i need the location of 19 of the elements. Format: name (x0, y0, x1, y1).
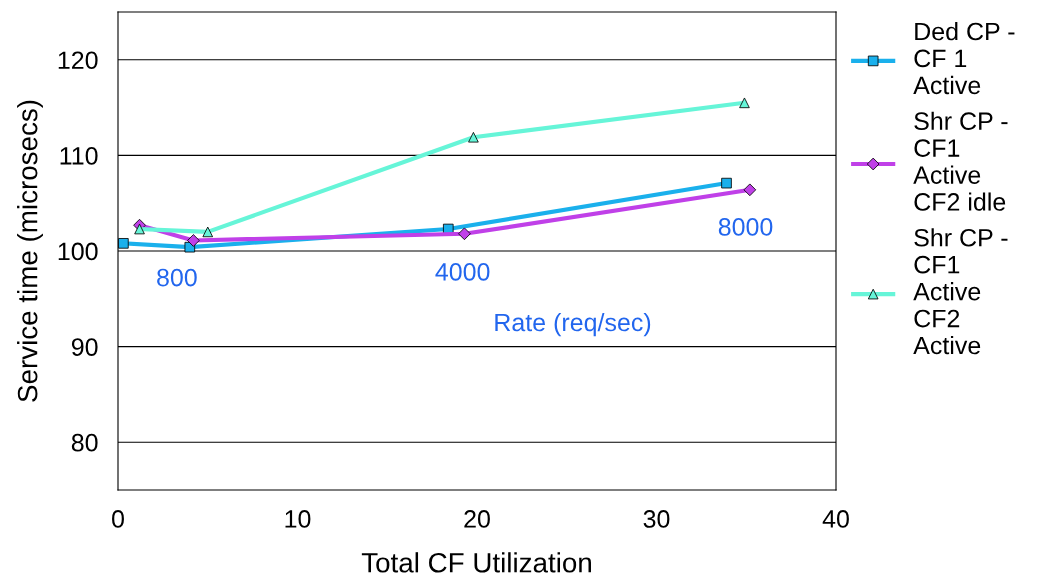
y-tick-label: 120 (58, 51, 98, 70)
y-tick-label: 90 (71, 338, 98, 356)
y-tick-label: 80 (71, 433, 98, 452)
y-tick-label: 110 (60, 147, 98, 165)
legend-label: Shr CP - CF1 Active CF2 idle (913, 111, 1008, 211)
annotation: 8000 (718, 218, 773, 236)
annotation: Rate (req/sec) (495, 312, 651, 337)
y-axis-title: Service time (microsecs) (17, 100, 43, 402)
annotation: 800 (157, 268, 197, 287)
x-axis-title: Total CF Utilization (361, 552, 591, 573)
x-tick-label: 10 (285, 510, 311, 528)
x-tick-label: 40 (822, 510, 849, 528)
annotation: 4000 (435, 262, 490, 281)
x-tick-label: 20 (464, 510, 490, 528)
x-tick-label: 30 (643, 510, 670, 528)
legend-label: Shr CP - CF1 Active CF2 Active (913, 228, 1008, 355)
y-tick-label: 100 (58, 242, 98, 261)
legend-label: Ded CP - CF 1 Active (913, 22, 1015, 95)
x-tick-label: 0 (112, 510, 124, 528)
